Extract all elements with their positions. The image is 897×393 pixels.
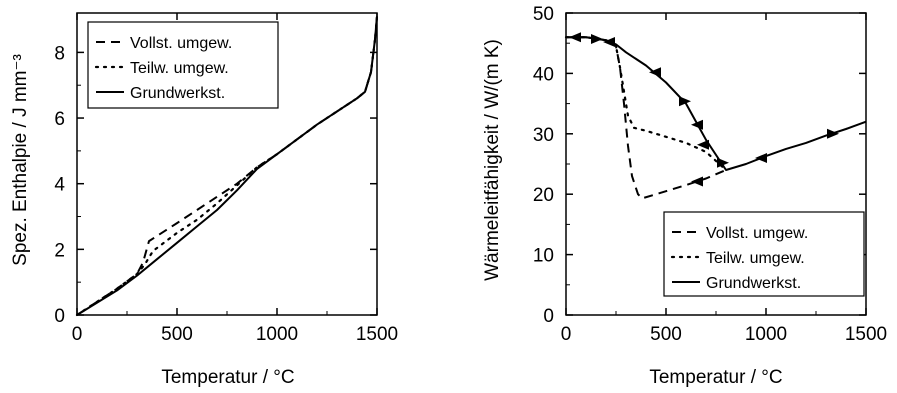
direction-arrow-1	[591, 34, 603, 44]
y-tick-label: 6	[54, 109, 65, 130]
legend-label-2: Grundwerkst.	[130, 85, 225, 102]
series-line-0	[566, 36, 727, 200]
x-tick-label: 1000	[745, 324, 787, 345]
conductivity-ticks: 0 500 1000 1500 0 10 20 30 40 50	[533, 4, 887, 345]
y-tick-label: 10	[533, 246, 554, 267]
x-tick-label: 1500	[845, 324, 887, 345]
series-line-2	[566, 36, 867, 171]
legend-label-0: Vollst. umgew.	[130, 35, 232, 52]
direction-arrow-0	[569, 32, 581, 43]
conductivity-plot-lines	[564, 32, 867, 200]
y-tick-label: 40	[533, 64, 554, 85]
y-tick-label: 20	[533, 185, 554, 206]
series-line-1	[564, 36, 728, 172]
x-tick-label: 0	[72, 324, 83, 345]
direction-arrow-7	[755, 153, 767, 163]
series-line-1	[75, 15, 379, 317]
legend-box	[87, 21, 279, 109]
direction-arrow-3	[649, 67, 661, 78]
conductivity-legend: Vollst. umgew. Teilw. umgew. Grundwerkst.	[663, 211, 865, 297]
y-tick-label: 0	[54, 306, 65, 327]
direction-arrow-10	[691, 176, 703, 187]
y-tick-label: 8	[54, 43, 65, 64]
x-tick-label: 500	[161, 324, 193, 345]
series-line-2	[76, 16, 378, 316]
enthalpy-ticks: 0 500 1000 1500 0 2 4 6 8	[54, 13, 398, 345]
direction-arrow-4	[679, 96, 691, 107]
direction-arrow-6	[717, 157, 729, 168]
legend-label-0: Vollst. umgew.	[706, 225, 808, 242]
enthalpy-x-axis-label: Temperatur / °C	[161, 367, 294, 388]
enthalpy-legend: Vollst. umgew. Teilw. umgew. Grundwerkst.	[87, 21, 279, 109]
direction-arrow-5	[691, 119, 703, 130]
y-tick-label: 50	[533, 4, 554, 25]
x-tick-label: 1500	[356, 324, 398, 345]
enthalpy-y-axis-label: Spez. Enthalpie / J mm⁻³	[10, 54, 31, 266]
y-tick-label: 2	[54, 240, 65, 261]
legend-label-1: Teilw. umgew.	[130, 60, 229, 77]
direction-arrow-9	[697, 139, 709, 150]
direction-arrow-8	[827, 128, 839, 139]
enthalpy-plot-lines	[75, 15, 379, 317]
legend-label-2: Grundwerkst.	[706, 275, 801, 292]
x-tick-label: 0	[561, 324, 572, 345]
legend-label-1: Teilw. umgew.	[706, 250, 805, 267]
x-tick-label: 1000	[256, 324, 298, 345]
enthalpy-chart: 0 500 1000 1500 0 2 4 6 8 Temperatur / °C Spez. …	[10, 12, 398, 388]
direction-arrow-2	[603, 37, 615, 47]
y-tick-label: 0	[543, 306, 554, 327]
x-tick-label: 500	[650, 324, 682, 345]
conductivity-y-axis-label: Wärmeleitfähigkeit / W/(m K)	[482, 39, 503, 281]
y-tick-label: 30	[533, 125, 554, 146]
y-tick-label: 4	[54, 175, 65, 196]
legend-box	[663, 211, 865, 297]
conductivity-x-axis-label: Temperatur / °C	[649, 367, 782, 388]
